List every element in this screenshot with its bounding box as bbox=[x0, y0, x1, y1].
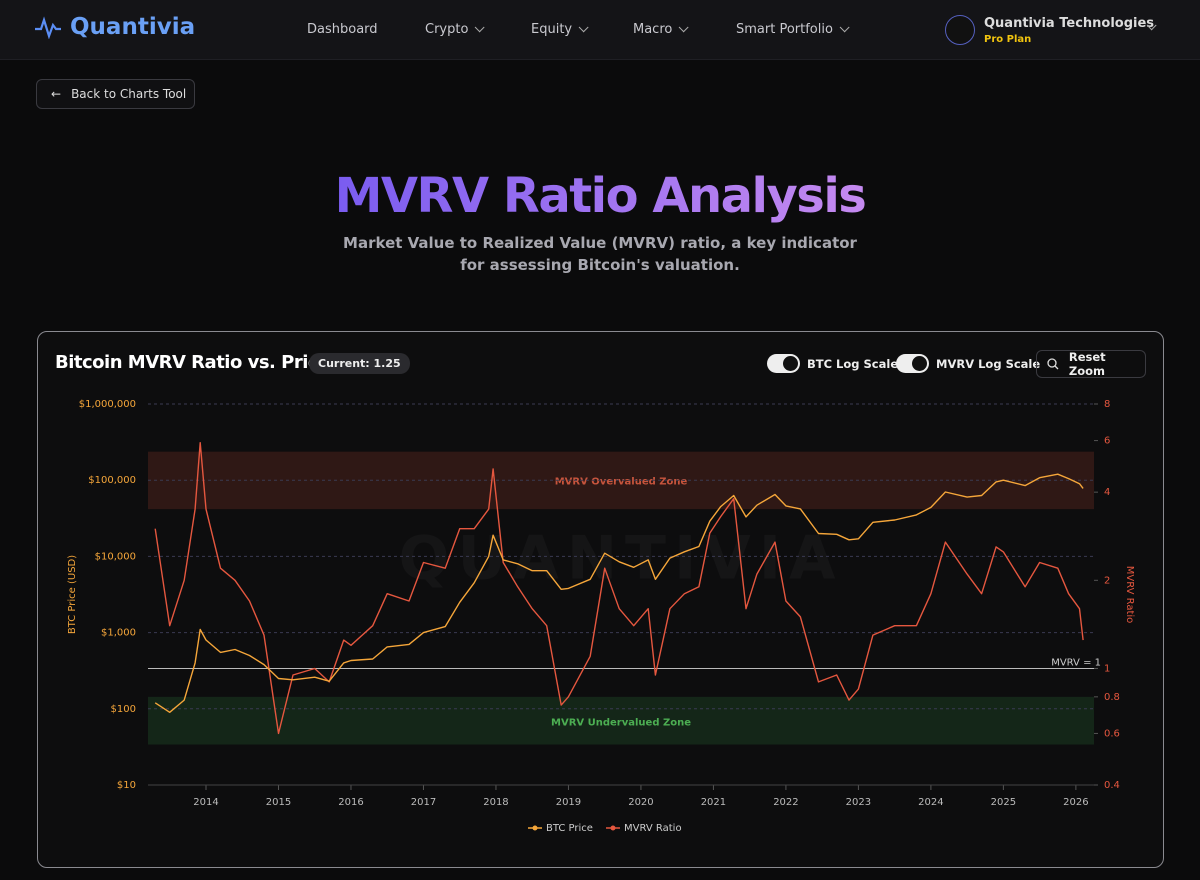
toggle-label: MVRV Log Scale bbox=[936, 356, 1041, 371]
y2-tick-label: 0.8 bbox=[1104, 692, 1120, 703]
switch[interactable] bbox=[767, 354, 800, 373]
reference-label: MVRV = 1 bbox=[1051, 657, 1101, 668]
subtitle: Market Value to Realized Value (MVRV) ra… bbox=[343, 234, 857, 274]
zone-label: MVRV Undervalued Zone bbox=[551, 717, 691, 728]
x-tick-label: 2016 bbox=[338, 797, 363, 808]
y2-tick-label: 0.4 bbox=[1104, 780, 1120, 791]
title-text: MVRV Ratio Analysis bbox=[334, 168, 867, 224]
brand-icon bbox=[35, 16, 61, 39]
switch[interactable] bbox=[896, 354, 929, 373]
watermark: QUANTIVIA bbox=[399, 524, 844, 594]
user-name[interactable]: Quantivia Technologies bbox=[984, 16, 1155, 31]
btc-log-toggle[interactable]: BTC Log Scale bbox=[767, 354, 898, 373]
nav-link[interactable]: Macro bbox=[633, 22, 689, 37]
x-tick-label: 2026 bbox=[1063, 797, 1088, 808]
series-line bbox=[154, 442, 1084, 735]
reset-text: Reset Zoom bbox=[1068, 350, 1106, 378]
user-menu[interactable] bbox=[1140, 20, 1157, 35]
page-title: MVRV Ratio Analysis bbox=[0, 168, 1200, 224]
chart-card: MVRV Overvalued Zone MVRV Undervalued Zon… bbox=[37, 331, 1164, 868]
y2-tick-label: 4 bbox=[1104, 487, 1110, 498]
zoom-icon bbox=[1047, 358, 1059, 370]
x-tick-label: 2019 bbox=[556, 797, 581, 808]
brand[interactable]: Quantivia bbox=[34, 14, 195, 40]
y2-tick-label: 1 bbox=[1104, 663, 1110, 674]
nav-link[interactable]: Smart Portfolio bbox=[736, 22, 850, 37]
y-tick-label: $100,000 bbox=[88, 475, 136, 486]
y-tick-label: $1,000,000 bbox=[79, 399, 136, 410]
y2-tick-label: 6 bbox=[1104, 436, 1110, 447]
toggle-label: BTC Log Scale bbox=[807, 356, 899, 371]
y-tick-label: $100 bbox=[111, 704, 136, 715]
x-tick-label: 2025 bbox=[991, 797, 1016, 808]
nav-text: Equity bbox=[531, 22, 573, 37]
back-text: Back to Charts Tool bbox=[71, 87, 187, 101]
plan: Pro Plan bbox=[984, 34, 1032, 45]
nav-bar: Quantivia Dashboard Crypto Equity Macro … bbox=[0, 0, 1200, 60]
mvrv-log-toggle[interactable]: MVRV Log Scale bbox=[896, 354, 1040, 373]
chart: MVRV Overvalued Zone MVRV Undervalued Zon… bbox=[67, 399, 1135, 834]
legend-label: MVRV Ratio bbox=[624, 823, 682, 834]
y-tick-label: $10,000 bbox=[95, 551, 136, 562]
y-tick-label: $1,000 bbox=[101, 628, 136, 639]
zone bbox=[148, 696, 1094, 745]
y-axis-label: BTC Price (USD) bbox=[67, 555, 78, 634]
legend-marker bbox=[532, 825, 538, 831]
x-tick-label: 2024 bbox=[918, 797, 943, 808]
arrow: ← bbox=[51, 87, 62, 101]
nav-text: Macro bbox=[633, 22, 673, 37]
back-button[interactable]: ← Back to Charts Tool bbox=[36, 79, 195, 109]
y-tick-label: $10 bbox=[117, 780, 136, 791]
legend-marker bbox=[610, 825, 616, 831]
nav-link[interactable]: Equity bbox=[531, 22, 589, 37]
reset-zoom[interactable]: Reset Zoom bbox=[1036, 350, 1146, 378]
x-tick-label: 2015 bbox=[266, 797, 291, 808]
y2-tick-label: 0.6 bbox=[1104, 728, 1120, 739]
y2-axis-label: MVRV Ratio bbox=[1124, 566, 1135, 624]
y2-tick-label: 2 bbox=[1104, 575, 1110, 586]
nav-text: Crypto bbox=[425, 22, 469, 37]
current-badge: Current: 1.25 bbox=[309, 353, 410, 374]
x-tick-label: 2023 bbox=[846, 797, 871, 808]
y2-tick-label: 8 bbox=[1104, 399, 1110, 410]
chart-title: Bitcoin MVRV Ratio vs. Price bbox=[55, 352, 330, 373]
zone-label: MVRV Overvalued Zone bbox=[555, 477, 688, 488]
x-tick-label: 2021 bbox=[701, 797, 726, 808]
x-tick-label: 2020 bbox=[628, 797, 653, 808]
legend-label: BTC Price bbox=[546, 823, 593, 834]
series-line bbox=[154, 473, 1084, 713]
x-tick-label: 2014 bbox=[193, 797, 218, 808]
x-tick-label: 2017 bbox=[411, 797, 436, 808]
brand-name: Quantivia bbox=[70, 14, 196, 40]
nav-link[interactable]: Crypto bbox=[425, 22, 485, 37]
avatar[interactable] bbox=[945, 15, 975, 45]
nav-text: Smart Portfolio bbox=[736, 22, 833, 37]
nav-link[interactable]: Dashboard bbox=[307, 22, 378, 37]
x-tick-label: 2022 bbox=[773, 797, 798, 808]
x-tick-label: 2018 bbox=[483, 797, 508, 808]
